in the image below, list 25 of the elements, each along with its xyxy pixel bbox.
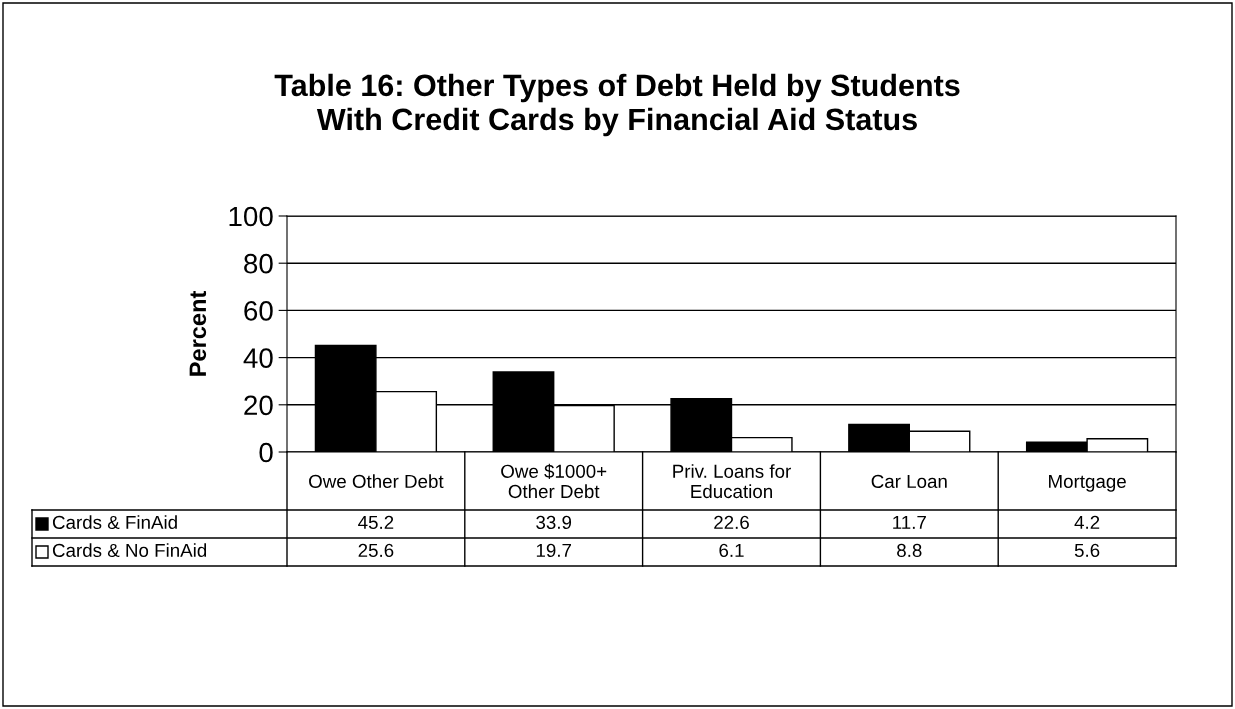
x-tick-label: Owe $1000+ Other Debt (501, 463, 607, 499)
y-tick-label: 20 (244, 395, 273, 416)
y-axis-title: Percent (189, 290, 207, 376)
data-label: 19.7 (536, 543, 572, 558)
y-tick-label: 80 (244, 253, 273, 274)
data-label: 33.9 (536, 515, 572, 530)
data-label: 4.2 (1074, 515, 1100, 529)
y-tick-label: 40 (243, 348, 273, 368)
x-tick-label: Priv. Loans for Education (673, 464, 791, 499)
data-label: 22.6 (714, 515, 749, 530)
data-label: 25.6 (358, 543, 394, 558)
chart-title: Table 16: Other Types of Debt Held by Students With Credit Cards by Financial Aid Status (274, 73, 960, 137)
x-tick-label: Owe Other Debt (309, 474, 444, 489)
y-tick-label: 0 (259, 442, 273, 463)
legend-label: Cards & No FinAid (52, 543, 207, 558)
data-label: 5.6 (1074, 543, 1100, 558)
data-label: 45.2 (358, 515, 394, 530)
x-tick-label: Mortgage (1049, 474, 1126, 492)
data-label: 8.8 (897, 543, 922, 558)
y-tick-label: 100 (229, 206, 273, 227)
x-tick-label: Car Loan (871, 474, 947, 489)
legend-label: Cards & FinAid (52, 515, 177, 530)
data-label: 6.1 (719, 543, 744, 558)
y-tick-label: 60 (244, 301, 273, 321)
data-label: 11.7 (893, 515, 926, 529)
